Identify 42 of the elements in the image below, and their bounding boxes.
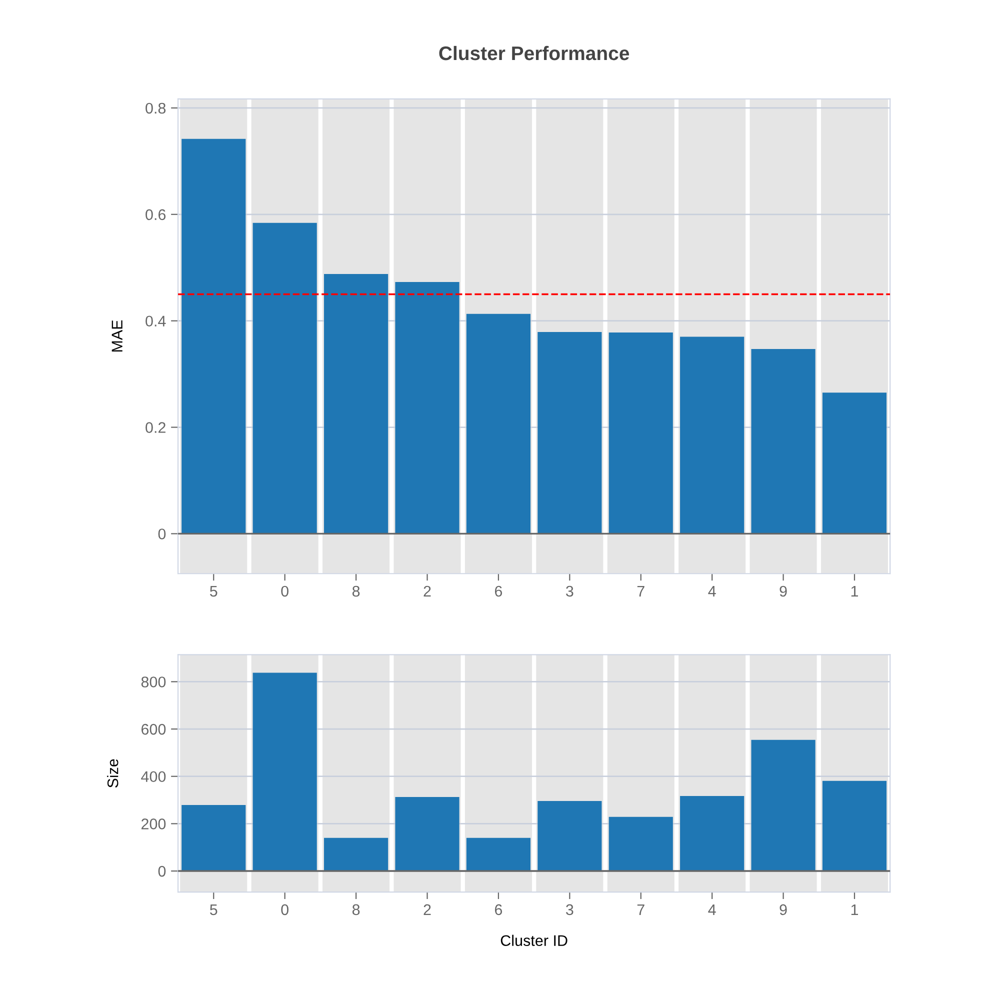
x-tick-label: 2 [424, 904, 431, 915]
x-tick-label: 5 [210, 586, 218, 597]
bar [395, 796, 460, 872]
x-tick-label: 4 [708, 586, 716, 596]
x-tick-label: 6 [494, 586, 502, 597]
x-tick-label: 9 [780, 904, 787, 916]
y-tick-label: 0.2 [146, 422, 166, 433]
x-tick-label: 4 [708, 904, 716, 915]
x-tick-label: 8 [352, 586, 360, 597]
x-tick-label: 0 [281, 904, 288, 916]
x-tick-label: 6 [494, 904, 502, 916]
x-axis-title: Cluster ID [500, 934, 568, 946]
y-tick-label: 600 [142, 724, 166, 735]
bar [466, 838, 530, 872]
y-tick-label: 0.4 [146, 316, 166, 327]
y-tick-label: 0.6 [146, 209, 166, 220]
x-tick-label: 1 [851, 904, 858, 915]
x-tick-label: 9 [780, 586, 787, 597]
y-tick-label: 0.8 [146, 102, 166, 114]
y-tick-label: 200 [141, 818, 166, 830]
y-axis-title: Size [107, 759, 118, 788]
bar [680, 796, 744, 872]
x-tick-label: 8 [352, 904, 360, 916]
y-tick-label: 800 [141, 676, 166, 688]
bar [182, 804, 246, 872]
x-tick-label: 0 [281, 586, 288, 597]
x-tick-label: 1 [851, 586, 858, 596]
x-tick-label: 7 [637, 904, 644, 915]
chart-title: Cluster Performance [439, 46, 630, 60]
y-tick-label: 400 [141, 771, 166, 782]
x-tick-label: 3 [566, 586, 574, 597]
bar [822, 392, 887, 534]
bar [608, 816, 673, 872]
bar [538, 800, 602, 872]
y-axis-title: MAE [112, 320, 122, 352]
x-tick-label: 2 [424, 586, 431, 596]
bar [324, 838, 388, 872]
x-tick-label: 7 [637, 586, 644, 596]
y-tick-label: 0 [158, 528, 166, 540]
x-tick-label: 3 [566, 904, 574, 916]
y-tick-label: 0 [158, 866, 166, 877]
x-tick-label: 5 [210, 904, 218, 916]
